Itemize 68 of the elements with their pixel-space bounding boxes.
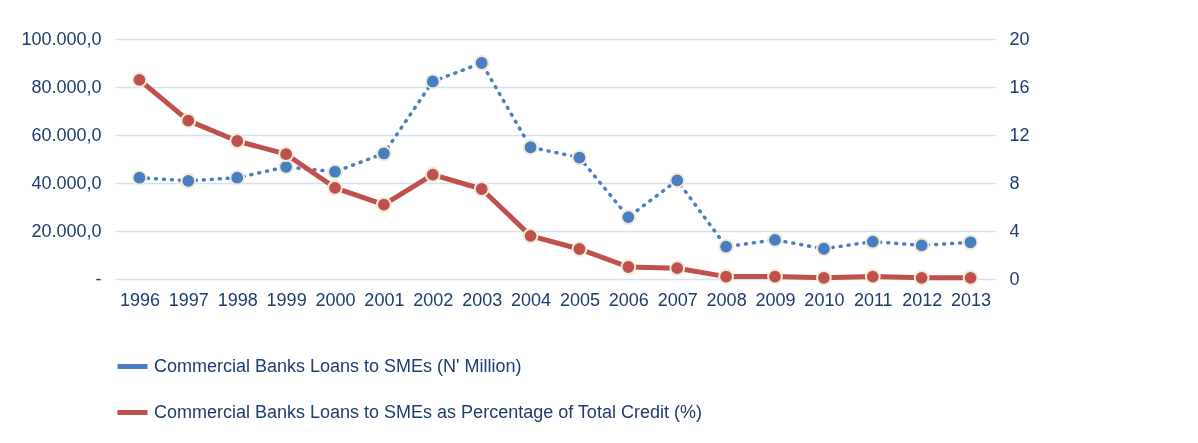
y-tick-label: 100.000,0 — [21, 28, 102, 49]
x-tick-label: 2010 — [804, 289, 845, 310]
x-tick-label: 2000 — [315, 289, 356, 310]
point — [962, 234, 979, 251]
x-tick-label: 2004 — [511, 289, 552, 310]
y-tick-label: 40.000,0 — [31, 172, 102, 193]
x-tick-label: 1996 — [119, 289, 160, 310]
y2-tick-label: 4 — [1009, 220, 1020, 241]
y-tick-label: - — [95, 268, 102, 289]
y-tick-label: 20.000,0 — [31, 220, 102, 241]
point — [864, 233, 881, 250]
point — [473, 181, 490, 197]
point — [620, 259, 637, 275]
point — [131, 169, 148, 186]
point — [376, 196, 392, 213]
x-tick-label: 2006 — [608, 289, 649, 310]
point — [913, 237, 930, 254]
y-tick-label: 60.000,0 — [31, 124, 102, 145]
x-tick-label: 1997 — [168, 289, 209, 310]
x-tick-label: 2008 — [706, 289, 747, 310]
y2-tick-label: 16 — [1009, 76, 1030, 97]
point — [229, 169, 246, 186]
y2-tick-label: 8 — [1009, 172, 1020, 193]
point — [962, 269, 979, 286]
point — [816, 269, 832, 286]
point — [424, 73, 441, 90]
y-tick-label: 80.000,0 — [31, 76, 102, 97]
y2-tick-label: 20 — [1009, 28, 1030, 49]
point — [669, 260, 686, 277]
point — [620, 209, 637, 225]
point — [327, 179, 343, 196]
point — [669, 172, 686, 189]
x-tick-label: 2007 — [657, 289, 698, 310]
legend-label: Commercial Banks Loans to SMEs (N' Million) — [154, 355, 522, 376]
point — [278, 146, 294, 163]
legend-label: Commercial Banks Loans to SMEs as Percentage of Total Credit (%) — [154, 401, 702, 422]
point — [864, 268, 881, 285]
point — [913, 269, 930, 286]
point — [767, 268, 783, 285]
y2-tick-label: 12 — [1009, 124, 1030, 145]
point — [522, 139, 539, 156]
x-tick-label: 2003 — [462, 289, 503, 310]
x-tick-label: 2001 — [364, 289, 405, 310]
point — [229, 133, 246, 149]
point — [571, 241, 588, 257]
point — [767, 232, 783, 248]
point — [376, 145, 392, 162]
x-tick-label: 1998 — [217, 289, 258, 310]
x-tick-label: 2002 — [413, 289, 454, 310]
x-tick-label: 2011 — [853, 289, 893, 310]
point — [180, 172, 197, 189]
point — [424, 166, 441, 183]
point — [327, 163, 343, 180]
point — [473, 55, 490, 71]
point — [718, 268, 734, 285]
x-tick-label: 2013 — [951, 289, 992, 310]
point — [278, 159, 294, 175]
point — [522, 227, 539, 244]
point — [180, 112, 197, 129]
point — [131, 71, 148, 88]
y2-tick-label: 0 — [1009, 268, 1020, 289]
x-tick-label: 2012 — [902, 289, 943, 310]
point — [816, 240, 832, 257]
x-tick-label: 1999 — [266, 289, 307, 310]
x-tick-label: 2005 — [559, 289, 600, 310]
point — [718, 238, 734, 255]
point — [571, 149, 588, 166]
x-tick-label: 2009 — [755, 289, 796, 310]
